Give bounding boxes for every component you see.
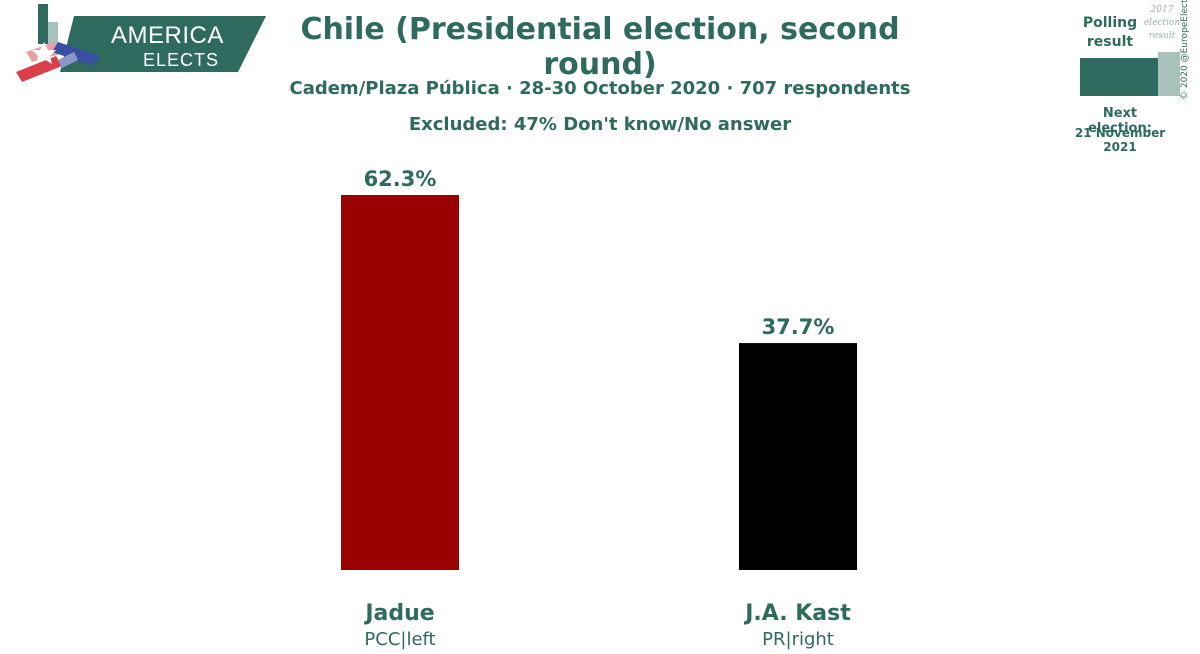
- value-label-1: 37.7%: [762, 315, 835, 339]
- chart-title: Chile (Presidential election, second rou…: [300, 12, 900, 82]
- logo-graphic: [16, 4, 266, 82]
- category-sublabel-0: PCC|left: [364, 629, 435, 650]
- legend-polling-swatch: [1080, 58, 1158, 96]
- value-label-0: 62.3%: [364, 167, 437, 191]
- category-sublabel-1: PR|right: [762, 629, 834, 650]
- legend-previous-label: 2017 election result: [1143, 5, 1181, 41]
- category-label-0: Jadue: [363, 601, 434, 626]
- next-election-date: 21 November 2021: [1074, 126, 1166, 154]
- chart-subtitle: Cadem/Plaza Pública · 28-30 October 2020…: [289, 78, 911, 99]
- category-label-1: J.A. Kast: [743, 601, 851, 626]
- bar-0: [341, 195, 459, 570]
- america-elects-logo: AMERICA ELECTS: [14, 4, 266, 86]
- logo-text-america: AMERICA: [111, 22, 224, 49]
- legend-polling-label: Polling result: [1082, 15, 1138, 50]
- logo-text-elects: ELECTS: [143, 50, 220, 70]
- legend-previous-swatch: [1158, 52, 1180, 96]
- excluded-note: Excluded: 47% Don't know/No answer: [408, 114, 792, 135]
- next-election-label: Next election:: [1088, 106, 1152, 136]
- bar-1: [739, 343, 857, 570]
